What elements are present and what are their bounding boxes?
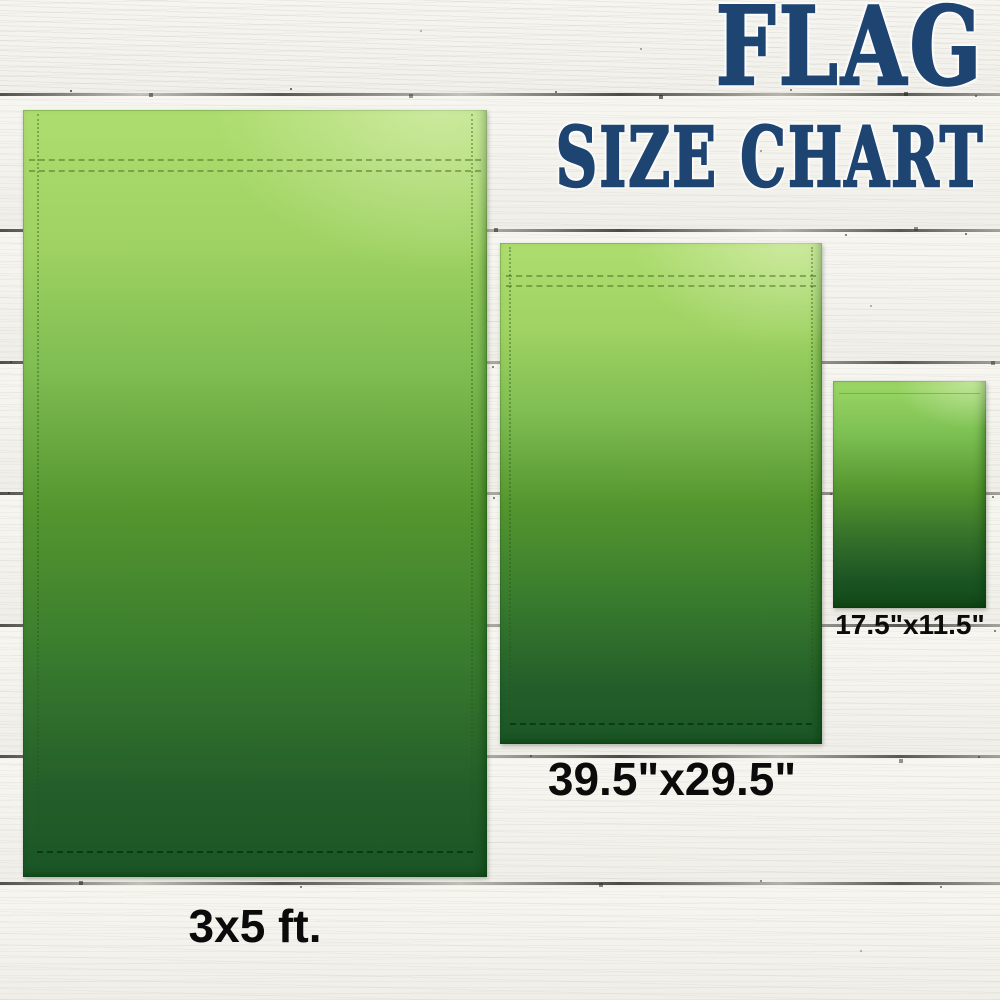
edge-stitch-left (37, 114, 39, 873)
wood-grain-speckles (0, 0, 2, 2)
flag-small (833, 381, 986, 608)
edge-stitch-right (811, 247, 813, 740)
flag-large (23, 110, 487, 877)
sleeve-seam-stitch (506, 275, 816, 277)
bottom-hem-stitch (37, 851, 473, 853)
page-title-line1: FLAG (715, 0, 985, 110)
wood-plank (0, 885, 1000, 1000)
size-label-large: 3x5 ft. (188, 900, 322, 952)
bottom-hem-stitch (510, 723, 812, 725)
sleeve-seam-stitch (29, 159, 481, 161)
sleeve-seam-stitch (29, 170, 481, 172)
size-label-small: 17.5"x11.5" (835, 609, 985, 640)
size-label-medium: 39.5"x29.5" (547, 753, 797, 805)
page-title: FLAG SIZE CHART (372, 0, 985, 206)
sleeve-seam-stitch (506, 285, 816, 287)
sleeve-seam-stitch (839, 393, 980, 394)
wood-plank (0, 0, 1000, 96)
edge-stitch-left (509, 247, 511, 740)
edge-stitch-right (471, 114, 473, 873)
page-title-line2: SIZE CHART (555, 110, 985, 206)
flag-medium (500, 243, 822, 744)
